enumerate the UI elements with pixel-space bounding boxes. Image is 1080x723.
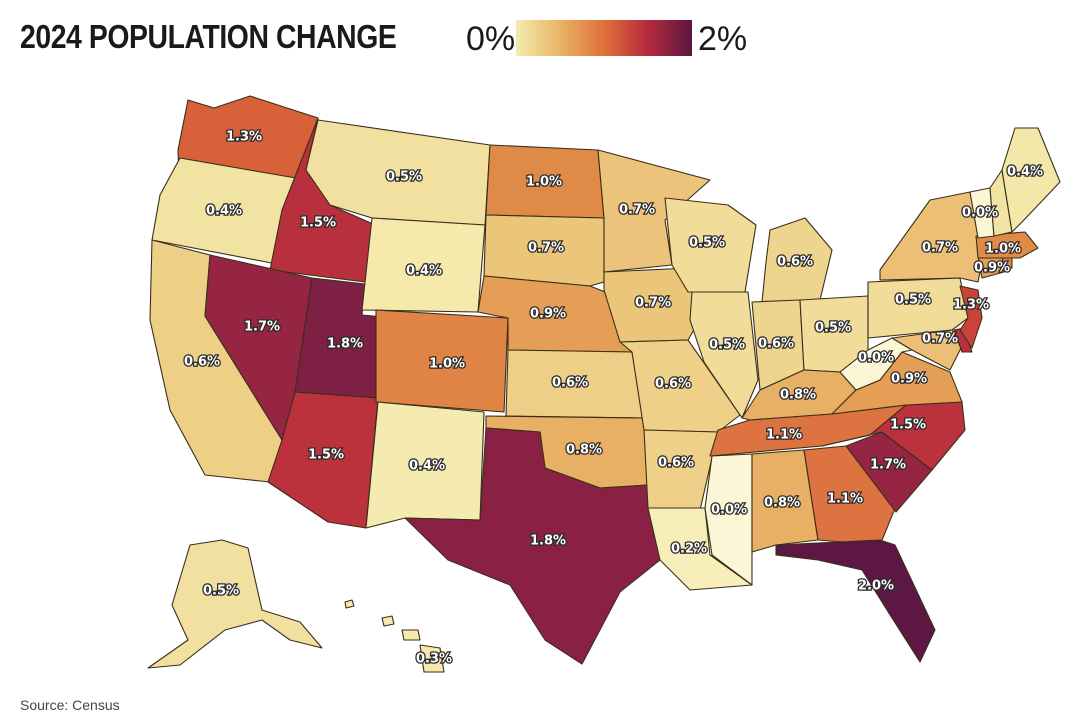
state-HI[interactable]	[344, 599, 445, 673]
state-AK[interactable]	[147, 539, 323, 669]
state-NJ[interactable]	[959, 285, 983, 349]
state-label-MO: 0.6%	[655, 377, 691, 392]
state-label-IN: 0.6%	[758, 337, 794, 352]
map-title: 2024 POPULATION CHANGE	[20, 18, 397, 55]
state-MD[interactable]	[891, 329, 963, 371]
state-label-MT: 0.5%	[386, 170, 422, 185]
state-MS[interactable]	[704, 453, 753, 586]
state-label-GA: 1.1%	[827, 492, 863, 507]
state-label-AZ: 1.5%	[308, 448, 344, 463]
state-label-WA: 1.3%	[226, 130, 262, 145]
state-NC[interactable]	[821, 401, 966, 471]
legend-min-label: 0%	[466, 20, 516, 58]
state-label-ID: 1.5%	[300, 216, 336, 231]
state-label-IL: 0.5%	[709, 338, 745, 353]
state-label-WY: 0.4%	[406, 264, 442, 279]
state-label-MA: 1.0%	[985, 242, 1021, 257]
state-label-TX: 1.8%	[530, 534, 566, 549]
state-label-NM: 0.4%	[409, 459, 445, 474]
state-MO[interactable]	[619, 339, 741, 433]
state-label-OR: 0.4%	[206, 204, 242, 219]
state-label-MS: 0.0%	[711, 503, 747, 518]
state-label-KS: 0.6%	[552, 376, 588, 391]
state-label-UT: 1.8%	[327, 337, 363, 352]
state-WV[interactable]	[839, 337, 913, 391]
state-label-OK: 0.8%	[566, 443, 602, 458]
state-label-NE: 0.9%	[530, 307, 566, 322]
state-label-WI: 0.5%	[689, 236, 725, 251]
state-label-VA: 0.9%	[891, 372, 927, 387]
state-label-MN: 0.7%	[619, 203, 655, 218]
legend-color-bar	[516, 20, 692, 56]
state-label-ND: 1.0%	[526, 175, 562, 190]
state-label-CA: 0.6%	[184, 355, 220, 370]
state-label-MD: 0.7%	[922, 332, 958, 347]
state-label-VT: 0.0%	[962, 206, 998, 221]
state-label-WV: 0.0%	[858, 351, 894, 366]
state-label-SD: 0.7%	[528, 241, 564, 256]
state-label-AL: 0.8%	[764, 496, 800, 511]
state-label-FL: 2.0%	[858, 579, 894, 594]
state-label-MI: 0.6%	[777, 255, 813, 270]
state-label-HI: 0.3%	[416, 652, 452, 667]
state-label-AR: 0.6%	[658, 456, 694, 471]
state-label-IA: 0.7%	[635, 296, 671, 311]
state-label-PA: 0.5%	[895, 293, 931, 308]
state-label-NC: 1.5%	[890, 418, 926, 433]
state-CO[interactable]	[375, 309, 509, 413]
state-OR[interactable]	[151, 157, 297, 266]
state-SD[interactable]	[483, 214, 605, 287]
source-note: Source: Census	[20, 697, 120, 713]
state-label-CO: 1.0%	[429, 357, 465, 372]
state-GA[interactable]	[803, 445, 897, 546]
state-label-CT: 0.9%	[974, 261, 1010, 276]
state-label-TN: 1.1%	[766, 428, 802, 443]
state-ME[interactable]	[1001, 127, 1061, 233]
state-TX[interactable]	[404, 427, 661, 665]
state-AL[interactable]	[751, 449, 819, 553]
state-label-AK: 0.5%	[203, 584, 239, 599]
state-label-NY: 0.7%	[922, 241, 958, 256]
state-label-LA: 0.2%	[671, 542, 707, 557]
state-label-OH: 0.5%	[815, 321, 851, 336]
state-label-NJ: 1.3%	[953, 298, 989, 313]
state-label-ME: 0.4%	[1007, 165, 1043, 180]
state-label-NV: 1.7%	[244, 320, 280, 335]
state-label-KY: 0.8%	[780, 388, 816, 403]
state-MA[interactable]	[975, 231, 1039, 259]
legend-max-label: 2%	[698, 20, 748, 58]
state-FL[interactable]	[775, 539, 936, 663]
state-label-SC: 1.7%	[870, 458, 906, 473]
